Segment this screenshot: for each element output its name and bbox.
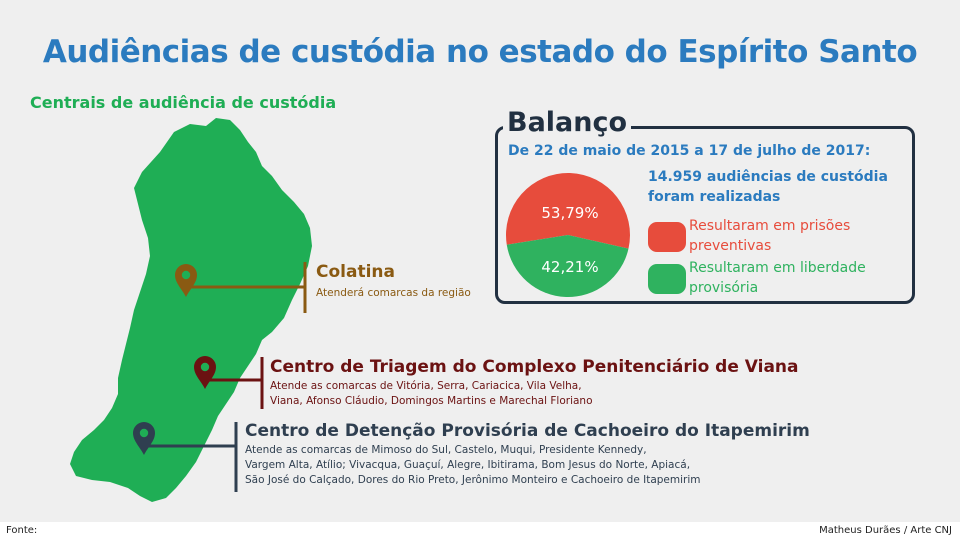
cachoeiro-description-line: Atende as comarcas de Mimoso do Sul, Cas… bbox=[245, 444, 647, 456]
viana-description-line: Atende as comarcas de Vitória, Serra, Ca… bbox=[270, 380, 582, 392]
map-pin-icon bbox=[194, 356, 216, 389]
pie-label-prisoes: 53,79% bbox=[541, 204, 598, 222]
balanco-title: Balanço bbox=[503, 107, 632, 138]
footer-bar bbox=[0, 522, 960, 540]
map-pin-icon bbox=[175, 264, 197, 297]
map-pin-icon bbox=[133, 422, 155, 455]
colatina-description: Atenderá comarcas da região bbox=[316, 287, 471, 299]
cachoeiro-description-line: São José do Calçado, Dores do Rio Preto,… bbox=[245, 474, 701, 486]
balanco-period: De 22 de maio de 2015 a 17 de julho de 2… bbox=[508, 143, 871, 159]
pie-label-liberdade: 42,21% bbox=[541, 258, 598, 276]
viana-label-group: Centro de Triagem do Complexo Penitenciá… bbox=[270, 357, 799, 409]
colatina-label-group: Colatina Atenderá comarcas da região bbox=[316, 262, 471, 301]
legend-text-liberdade: Resultaram em liberdade provisória bbox=[689, 258, 866, 298]
legend-line: preventivas bbox=[689, 238, 772, 254]
legend-text-prisoes: Resultaram em prisões preventivas bbox=[689, 216, 850, 256]
pie-slice-liberdade bbox=[506, 235, 629, 298]
cachoeiro-label-group: Centro de Detenção Provisória de Cachoei… bbox=[245, 421, 810, 488]
balanco-total-line: foram realizadas bbox=[648, 189, 781, 205]
viana-description-line: Viana, Afonso Cláudio, Domingos Martins … bbox=[270, 395, 593, 407]
balanco-total: 14.959 audiências de custódia foram real… bbox=[648, 167, 888, 207]
page-title: Audiências de custódia no estado do Espí… bbox=[42, 34, 918, 70]
cachoeiro-title: Centro de Detenção Provisória de Cachoei… bbox=[245, 421, 810, 441]
map-subtitle: Centrais de audiência de custódia bbox=[30, 93, 337, 112]
legend-line: Resultaram em liberdade bbox=[689, 260, 866, 276]
balanco-pie-chart: 53,79% 42,21% bbox=[505, 173, 630, 298]
state-shape bbox=[70, 118, 312, 502]
footer-source: Fonte: bbox=[6, 525, 38, 536]
pie-slice-prisoes bbox=[505, 173, 630, 249]
balanco-total-line: 14.959 audiências de custódia bbox=[648, 169, 888, 185]
legend-swatch-liberdade bbox=[648, 264, 686, 294]
legend-line: provisória bbox=[689, 280, 759, 296]
cachoeiro-description-line: Vargem Alta, Atílio; Vivacqua, Guaçuí, A… bbox=[245, 459, 691, 471]
viana-title: Centro de Triagem do Complexo Penitenciá… bbox=[270, 357, 799, 377]
footer-credit: Matheus Durães / Arte CNJ bbox=[819, 525, 952, 536]
colatina-title: Colatina bbox=[316, 262, 395, 282]
legend-swatch-prisoes bbox=[648, 222, 686, 252]
legend-line: Resultaram em prisões bbox=[689, 218, 851, 234]
